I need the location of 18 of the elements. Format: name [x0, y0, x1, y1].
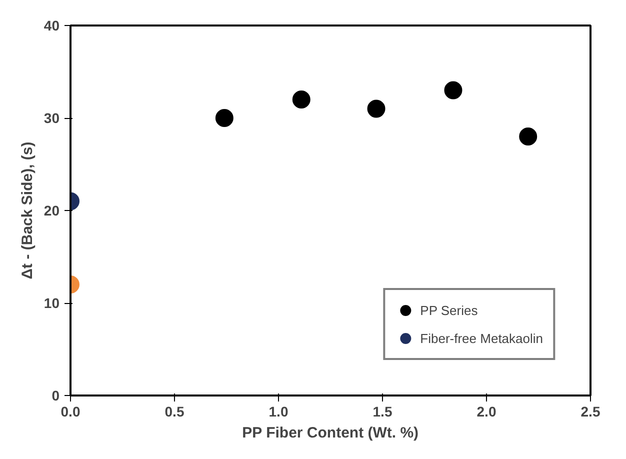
x-tick-label: 0.5	[164, 404, 184, 420]
x-tick-label: 1.5	[372, 404, 392, 420]
x-tick-label: 0.0	[60, 404, 80, 420]
x-tick-label: 1.0	[268, 404, 288, 420]
y-tick-label: 40	[44, 18, 60, 34]
point	[519, 128, 538, 146]
legend-label: PP Series	[420, 302, 478, 318]
x-axis-title: PP Fiber Content (Wt. %)	[242, 424, 419, 442]
y-tick-label: 30	[44, 110, 60, 126]
y-tick-label: 0	[52, 388, 60, 404]
y-tick-label: 20	[44, 202, 60, 218]
y-tick-label: 10	[44, 295, 60, 311]
point	[444, 81, 462, 100]
y-axis-title: Δt - (Back Side), (s)	[18, 142, 36, 280]
point	[367, 100, 386, 118]
legend-label: Fiber-free Metakaolin	[420, 330, 543, 346]
x-tick-label: 2.0	[476, 404, 496, 420]
x-tick-label: 2.5	[580, 404, 600, 420]
